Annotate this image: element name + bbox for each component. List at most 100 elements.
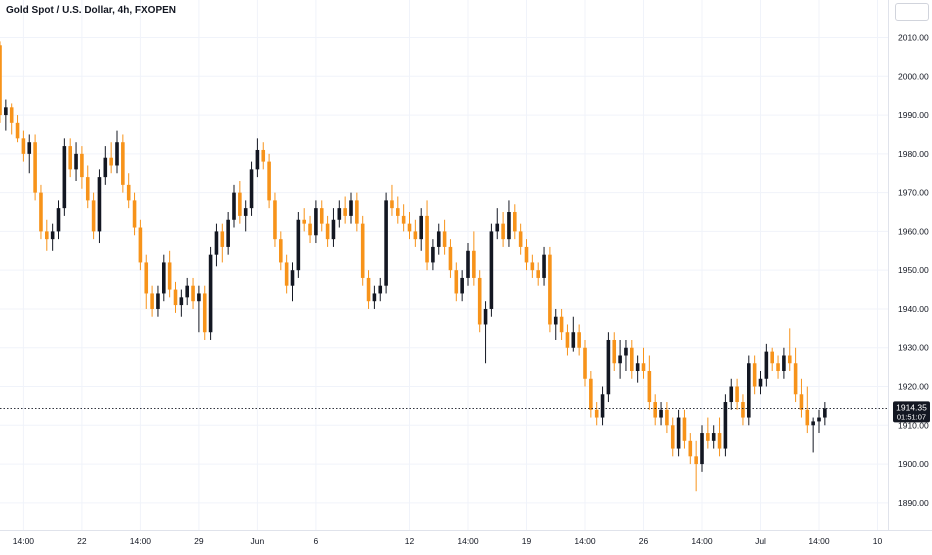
candle	[132, 192, 137, 236]
candle	[150, 285, 154, 317]
candle-body	[606, 339, 611, 395]
candle	[226, 212, 230, 255]
toolbar-button[interactable]	[895, 3, 929, 21]
candle-body	[413, 231, 418, 240]
candle-body	[396, 208, 400, 216]
candle-body	[39, 192, 43, 232]
y-tick-label: 1970.00	[898, 188, 929, 198]
candle	[442, 219, 447, 255]
candle-body	[466, 250, 470, 278]
candle	[653, 394, 657, 426]
candle	[741, 394, 745, 426]
candle-body	[787, 355, 792, 364]
candle-body	[729, 386, 734, 403]
candle	[770, 347, 774, 372]
candle-body	[0, 45, 2, 116]
price-axis[interactable]: 1890.00 1900.00 1910.00 1920.00 1930.00 1940.…	[898, 33, 929, 508]
candle	[337, 200, 342, 228]
candle	[208, 246, 213, 340]
candle-body	[518, 231, 523, 247]
candle-body	[700, 433, 704, 465]
candle-body	[45, 231, 49, 240]
candle-body	[805, 409, 810, 426]
candle	[600, 386, 605, 426]
candle	[460, 270, 464, 302]
candle-body	[355, 200, 359, 224]
candle-body	[472, 250, 476, 278]
candle	[542, 246, 546, 286]
candle	[80, 146, 84, 189]
candle-body	[126, 184, 131, 201]
candle	[360, 215, 365, 286]
candle-body	[314, 208, 318, 236]
candle-body	[542, 254, 546, 278]
candle	[694, 440, 698, 492]
candle-body	[688, 440, 693, 457]
candle	[27, 134, 32, 174]
candles	[0, 41, 827, 492]
candle	[723, 394, 728, 457]
candle	[378, 277, 383, 302]
candle-body	[349, 200, 353, 216]
candle-body	[624, 347, 628, 356]
candle-body	[758, 378, 763, 387]
candle-body	[799, 394, 804, 410]
candle-body	[635, 363, 640, 372]
candle-body	[214, 231, 219, 255]
y-tick-label: 1940.00	[898, 304, 929, 314]
candle-body	[121, 142, 125, 185]
candle	[156, 285, 160, 317]
candle	[682, 409, 687, 449]
candle	[4, 99, 8, 131]
candle	[618, 339, 622, 379]
candle-body	[56, 208, 61, 232]
candle	[355, 192, 359, 232]
candle	[501, 212, 505, 247]
candle-body	[255, 149, 260, 170]
candle-body	[331, 219, 336, 240]
candle-body	[659, 409, 663, 418]
bar-countdown: 01:51:07	[897, 412, 926, 421]
candle-body	[179, 297, 184, 306]
candle	[659, 402, 663, 426]
candle	[495, 208, 500, 240]
time-axis[interactable]: 14:00 22 14:00 29 Jun 6 12 14:00 19 14:00 26 14:00 J…	[13, 536, 883, 546]
candle	[243, 200, 248, 232]
y-tick-label: 1930.00	[898, 343, 929, 353]
candle	[103, 146, 108, 185]
last-price-tag-bg	[893, 401, 930, 423]
candle-body	[279, 239, 283, 263]
candle-body	[232, 192, 236, 220]
y-tick-label: 1890.00	[898, 498, 929, 508]
candle-body	[144, 262, 149, 294]
candle-body	[296, 219, 301, 271]
candle-body	[653, 402, 657, 418]
candle-body	[68, 146, 72, 170]
candle	[466, 243, 470, 286]
candle-body	[817, 417, 821, 422]
y-tick-label: 1900.00	[898, 459, 929, 469]
candle-body	[197, 293, 201, 302]
candle-body	[4, 107, 8, 116]
candle-body	[618, 355, 622, 364]
candle	[583, 339, 587, 387]
candle	[121, 134, 125, 193]
candle	[314, 200, 318, 244]
candle	[787, 328, 792, 372]
candle-body	[150, 293, 154, 309]
candle	[729, 378, 734, 410]
candle-body	[670, 425, 675, 449]
candle-body	[62, 146, 67, 209]
x-tick-label: 14:00	[130, 536, 152, 546]
candle-body	[337, 208, 342, 220]
candle	[384, 192, 388, 294]
candle-body	[425, 215, 429, 263]
y-tick-label: 1960.00	[898, 226, 929, 236]
candle-body	[97, 177, 102, 232]
candle-body	[243, 208, 248, 216]
candle-body	[419, 215, 423, 240]
candle	[717, 417, 722, 457]
candle	[413, 219, 418, 247]
